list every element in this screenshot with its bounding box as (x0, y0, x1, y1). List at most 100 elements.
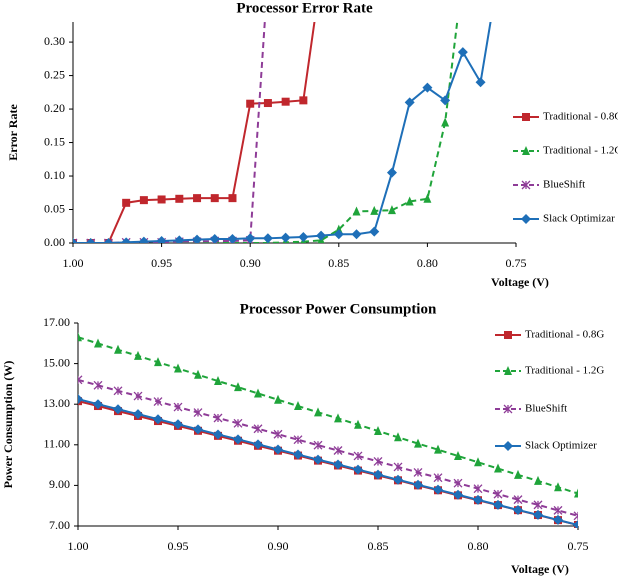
x-tick-label: 1.00 (68, 539, 89, 553)
x-axis-label: Voltage (V) (511, 562, 569, 576)
marker (280, 232, 291, 243)
marker (316, 230, 327, 241)
y-tick-label: 11.00 (43, 437, 70, 451)
marker (114, 344, 122, 354)
marker (533, 509, 543, 520)
x-axis-label: Voltage (V) (491, 275, 549, 289)
marker (281, 97, 290, 106)
marker (522, 146, 530, 155)
marker (133, 409, 143, 420)
marker (533, 500, 543, 510)
marker (293, 449, 303, 460)
marker (522, 113, 530, 121)
marker (174, 235, 185, 243)
legend-label: Slack Optimizer (525, 440, 597, 452)
series-line (78, 398, 578, 526)
marker (493, 499, 503, 510)
marker (553, 514, 563, 525)
marker (246, 99, 255, 108)
legend-label: Traditional - 0.8GHz (543, 111, 618, 123)
marker (504, 366, 512, 375)
marker (73, 238, 78, 243)
y-axis-label: Power Consumption (W) (1, 361, 15, 489)
marker (113, 386, 123, 396)
marker (574, 488, 578, 498)
marker (78, 394, 83, 405)
marker (404, 97, 415, 108)
marker (93, 399, 103, 410)
marker (193, 424, 203, 435)
marker (534, 475, 542, 485)
marker (245, 233, 256, 243)
x-tick-label: 0.90 (268, 539, 289, 553)
marker (573, 511, 578, 521)
x-tick-label: 0.75 (568, 539, 589, 553)
marker (157, 195, 166, 204)
marker (121, 237, 132, 243)
y-tick-label: 17.00 (43, 315, 70, 329)
legend-label: Traditional - 1.2GHz (543, 145, 618, 157)
legend-label: BlueShift (525, 403, 567, 415)
x-tick-label: 0.95 (168, 539, 189, 553)
marker (373, 469, 383, 480)
marker (351, 229, 362, 240)
marker (213, 413, 223, 423)
marker (214, 376, 222, 386)
marker (78, 332, 82, 342)
marker (139, 196, 148, 205)
x-tick-label: 0.75 (506, 256, 527, 270)
marker (513, 504, 523, 515)
marker (154, 357, 162, 367)
marker (209, 233, 220, 243)
marker (193, 194, 202, 203)
marker (253, 424, 263, 434)
marker (153, 397, 163, 407)
legend-label: BlueShift (543, 179, 585, 191)
marker (373, 456, 383, 466)
marker (414, 438, 422, 448)
plot-area (78, 332, 578, 528)
marker (333, 459, 343, 470)
marker (521, 214, 531, 224)
marker (233, 418, 243, 428)
marker (405, 196, 414, 206)
marker (333, 446, 343, 455)
marker (514, 469, 522, 479)
marker (213, 429, 223, 440)
marker (413, 467, 423, 477)
marker (457, 47, 468, 58)
marker (263, 99, 272, 108)
marker (262, 233, 273, 243)
marker (503, 441, 513, 451)
marker (422, 82, 433, 93)
marker (473, 484, 483, 494)
marker (194, 369, 202, 379)
marker (434, 444, 442, 454)
marker (353, 451, 363, 461)
marker (413, 479, 423, 490)
marker (334, 413, 342, 423)
marker (193, 408, 203, 417)
marker (374, 425, 382, 435)
marker (294, 401, 302, 411)
marker (474, 457, 482, 467)
marker (298, 231, 309, 242)
marker (228, 194, 237, 203)
marker (94, 338, 102, 348)
y-tick-label: 0.10 (44, 168, 65, 182)
marker (234, 382, 242, 392)
marker (175, 194, 184, 203)
marker (313, 454, 323, 465)
y-tick-label: 0.25 (44, 67, 65, 81)
legend-label: Traditional - 0.8G (525, 329, 604, 341)
marker (153, 414, 163, 425)
marker (554, 482, 562, 492)
marker (441, 117, 450, 127)
marker (138, 236, 149, 243)
marker (227, 233, 238, 243)
y-tick-label: 9.00 (49, 477, 70, 491)
y-tick-label: 0.00 (44, 235, 65, 249)
marker (433, 473, 443, 483)
